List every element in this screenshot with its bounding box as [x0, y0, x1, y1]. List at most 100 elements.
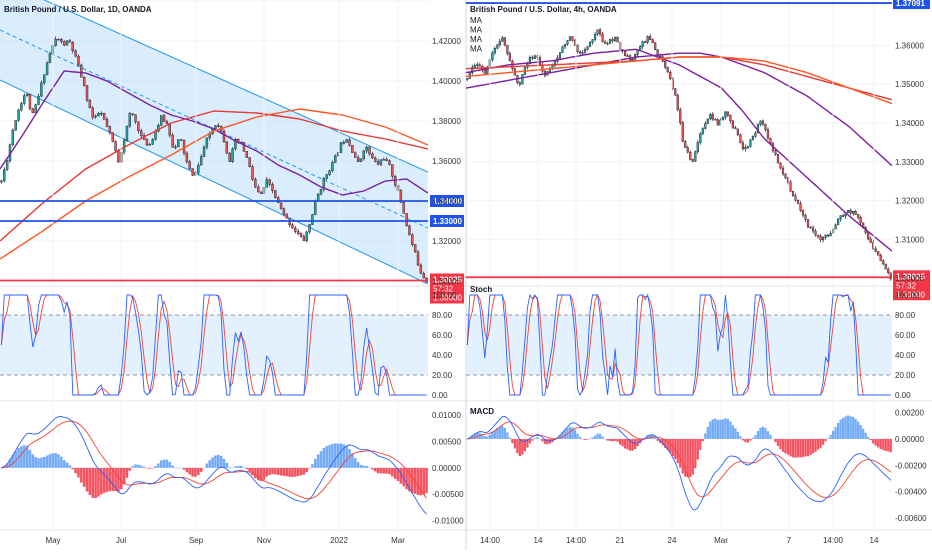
candle-body — [498, 40, 501, 45]
candle-body — [476, 64, 479, 66]
macd-histogram-bar — [239, 465, 243, 468]
candle-body — [829, 233, 832, 237]
macd-histogram-bar — [781, 438, 785, 452]
moving-average-line — [0, 70, 428, 196]
candle — [839, 215, 842, 222]
macd-histogram-bar — [869, 438, 872, 441]
candle-body — [644, 41, 647, 43]
macd-histogram-bar — [245, 467, 249, 470]
macd-histogram-bar — [179, 467, 183, 469]
macd-histogram-bar — [746, 438, 750, 443]
macd-histogram-bar — [159, 460, 163, 468]
moving-average-line — [0, 108, 428, 260]
macd-tick-label: 0.00000 — [432, 464, 461, 473]
candle-body — [473, 65, 476, 68]
candle — [706, 118, 709, 125]
candle — [882, 259, 885, 266]
candle-body — [242, 142, 246, 152]
candle-body — [334, 155, 337, 163]
macd-histogram-bar — [148, 467, 152, 469]
candle-body — [656, 49, 659, 57]
candle-body — [20, 103, 23, 111]
macd-histogram-bar — [844, 416, 847, 439]
macd-histogram-bar — [402, 467, 406, 487]
ma-legend-item: MA — [470, 16, 483, 25]
macd-histogram-bar — [508, 437, 511, 439]
candle-body — [503, 37, 506, 46]
candle-body — [774, 150, 777, 155]
candle-body — [754, 132, 757, 137]
candle-body — [779, 162, 782, 169]
candle — [721, 116, 724, 121]
candle — [25, 93, 29, 98]
candle — [91, 106, 94, 120]
macd-histogram-bar — [57, 454, 60, 468]
candle-body — [681, 122, 684, 142]
candle — [265, 177, 268, 188]
candle — [23, 93, 26, 106]
candle-body — [160, 115, 163, 126]
macd-histogram-bar — [139, 465, 143, 468]
candle — [137, 121, 140, 134]
macd-histogram-bar — [606, 438, 609, 441]
stoch-tick-label: 60.00 — [432, 331, 453, 340]
candle-body — [711, 114, 714, 120]
time-tick-label: May — [45, 536, 60, 545]
candle — [578, 50, 582, 55]
candle-body — [82, 77, 86, 86]
candle-body — [729, 114, 732, 122]
time-tick-label: 2022 — [330, 536, 348, 545]
candle — [205, 137, 209, 150]
macd-histogram-bar — [382, 467, 386, 474]
macd-histogram-bar — [852, 416, 855, 439]
candle — [869, 236, 872, 243]
macd-histogram-bar — [165, 459, 169, 468]
macd-histogram-bar — [466, 438, 469, 440]
candle-body — [699, 133, 702, 143]
stoch-tick-label: 80.00 — [895, 311, 916, 320]
candle — [606, 41, 609, 46]
macd-histogram-bar — [114, 467, 117, 492]
candle-body — [588, 42, 592, 47]
countdown-label: 57:32 — [433, 285, 454, 294]
macd-histogram-bar — [162, 459, 166, 468]
candle-body — [374, 157, 377, 162]
candle-body — [214, 125, 217, 130]
stoch-tick-label: 20.00 — [432, 371, 453, 380]
candle-body — [231, 148, 234, 162]
macd-histogram-bar — [282, 467, 286, 476]
macd-histogram-bar — [834, 427, 837, 439]
macd-histogram-bar — [796, 438, 800, 458]
candle-body — [43, 74, 46, 83]
macd-histogram-bar — [603, 438, 607, 440]
candle — [649, 33, 652, 41]
candle — [342, 140, 346, 145]
ma-legend-item: MA — [470, 26, 483, 35]
candle-body — [25, 93, 29, 96]
macd-histogram-bar — [867, 436, 870, 439]
stoch-tick-label: 100.00 — [895, 291, 920, 300]
candle-body — [501, 37, 504, 42]
macd-histogram-bar — [664, 438, 667, 448]
candle — [111, 132, 114, 143]
candle — [506, 44, 509, 56]
candle-body — [736, 128, 739, 135]
candle-body — [676, 94, 679, 110]
candle — [328, 169, 331, 177]
candle — [493, 46, 496, 56]
candle-body — [228, 152, 231, 162]
candle — [214, 125, 217, 130]
candle — [371, 152, 374, 159]
candle-body — [402, 201, 405, 214]
macd-histogram-bar — [801, 438, 805, 458]
macd-histogram-bar — [476, 432, 479, 439]
candle — [162, 113, 166, 123]
macd-histogram-bar — [88, 467, 92, 496]
candle — [14, 119, 17, 131]
macd-histogram-bar — [296, 467, 300, 477]
candle-body — [654, 42, 657, 50]
macd-histogram-bar — [408, 467, 411, 492]
candle — [877, 251, 880, 256]
